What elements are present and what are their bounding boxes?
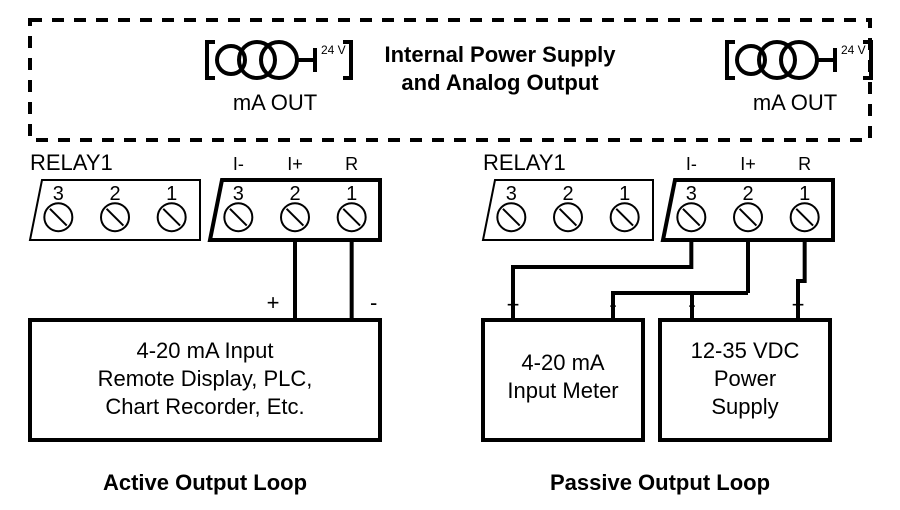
active-plus-label: + xyxy=(267,290,280,315)
active-line-1: Remote Display, PLC, xyxy=(98,366,313,391)
pin-number: 3 xyxy=(53,183,64,205)
pin-top-label: I+ xyxy=(740,154,756,174)
pin-top-label: I- xyxy=(233,154,244,174)
wire-meter-ps-link xyxy=(613,293,692,320)
passive-caption: Passive Output Loop xyxy=(550,470,770,495)
meter-minus-label: - xyxy=(609,292,616,317)
pin-number: 2 xyxy=(289,183,300,205)
relay1-block-left: 3 2 1 xyxy=(30,180,200,240)
ma-out-label-right: mA OUT xyxy=(753,90,837,115)
sup-24v-right: 24 V xyxy=(841,43,866,57)
active-minus-label: - xyxy=(370,290,377,315)
output-block-left: 3 I- 2 I+ 1 R xyxy=(210,154,380,240)
internal-supply-title-2: and Analog Output xyxy=(401,70,599,95)
pin-number: 1 xyxy=(619,183,630,205)
output-block-right: 3 I- 2 I+ 1 R xyxy=(663,154,833,240)
relay1-label-right: RELAY1 xyxy=(483,150,566,175)
pin-number: 1 xyxy=(166,183,177,205)
pin-number: 3 xyxy=(686,183,697,205)
pin-top-label: R xyxy=(798,154,811,174)
pin-number: 1 xyxy=(799,183,810,205)
meter-plus-label: + xyxy=(507,292,520,317)
ps-line-0: 12-35 VDC xyxy=(691,338,800,363)
sup-24v-left: 24 V xyxy=(321,43,346,57)
active-line-0: 4-20 mA Input xyxy=(137,338,274,363)
pin-top-label: R xyxy=(345,154,358,174)
pin-top-label: I- xyxy=(686,154,697,174)
ma-out-label-left: mA OUT xyxy=(233,90,317,115)
active-caption: Active Output Loop xyxy=(103,470,307,495)
ps-plus-label: + xyxy=(792,292,805,317)
wire-pin3-meterplus xyxy=(513,240,691,320)
relay1-label-left: RELAY1 xyxy=(30,150,113,175)
relay1-block-right: 3 2 1 xyxy=(483,180,653,240)
pin-number: 3 xyxy=(506,183,517,205)
meter-line-1: Input Meter xyxy=(507,378,618,403)
internal-supply-title-1: Internal Power Supply xyxy=(384,42,616,67)
pin-top-label: I+ xyxy=(287,154,303,174)
ma-out-symbol-left: 24 V mA OUT xyxy=(207,42,351,115)
ps-minus-label: - xyxy=(688,292,695,317)
ps-line-2: Supply xyxy=(711,394,778,419)
meter-line-0: 4-20 mA xyxy=(521,350,604,375)
ma-out-symbol-right: 24 V mA OUT xyxy=(727,42,871,115)
active-line-2: Chart Recorder, Etc. xyxy=(105,394,304,419)
pin-number: 3 xyxy=(233,183,244,205)
pin-number: 2 xyxy=(742,183,753,205)
pin-number: 2 xyxy=(109,183,120,205)
ps-line-1: Power xyxy=(714,366,776,391)
pin-number: 1 xyxy=(346,183,357,205)
pin-number: 2 xyxy=(562,183,573,205)
